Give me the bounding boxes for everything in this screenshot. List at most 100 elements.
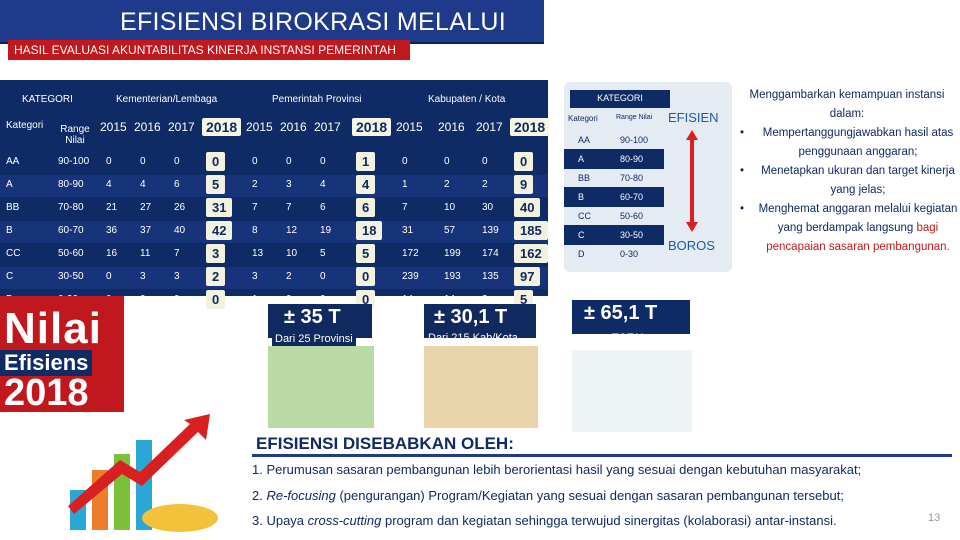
row-value-kab: 7 <box>402 202 408 213</box>
row-value-kab: 14 <box>402 294 414 305</box>
row-value-prov: 0 <box>252 156 258 167</box>
table-row: BB 70-80 21 27 26 31 7 7 6 6 7 10 30 40 <box>0 198 548 220</box>
row-value-prov: 8 <box>252 225 258 236</box>
row-value-kab: 30 <box>482 202 494 213</box>
stat-kabkota: ± 30,1 T <box>424 304 536 338</box>
group-header-kategori: KATEGORI <box>22 94 73 105</box>
row-value-kl: 0 <box>206 290 226 309</box>
row-value-kab: 10 <box>444 202 456 213</box>
kategori-row-range: 90-100 <box>620 135 649 145</box>
row-value-kl: 11 <box>140 248 151 259</box>
kategori-row-code: A <box>578 154 585 164</box>
row-value-prov: 19 <box>320 225 332 236</box>
kategori-row: BB 70-80 <box>564 168 664 188</box>
cause-2-num: 2. <box>252 488 267 503</box>
row-value-prov: 10 <box>286 248 298 259</box>
kategori-row-range: 30-50 <box>620 230 644 240</box>
row-value-kl: 0 <box>206 152 226 171</box>
row-value-kab: 185 <box>514 221 548 240</box>
row-value-kl: 6 <box>174 179 180 190</box>
row-value-prov: 7 <box>252 202 258 213</box>
group-header-kl: Kementerian/Lembaga <box>116 94 218 105</box>
year-label: 2018 <box>4 372 89 414</box>
row-value-prov: 12 <box>286 225 298 236</box>
row-value-kab: 172 <box>402 248 419 259</box>
table-row: CC 50-60 16 11 7 3 13 10 5 5 172 199 174 162 <box>0 244 548 266</box>
kategori-card-title: KATEGORI <box>570 90 670 108</box>
kategori-row-code: D <box>578 249 585 259</box>
row-value-kl: 21 <box>106 202 118 213</box>
row-value-kab: 193 <box>444 271 461 282</box>
row-value-prov: 2 <box>286 271 292 282</box>
kategori-row-code: C <box>578 230 585 240</box>
row-value-kl: 42 <box>206 221 233 240</box>
kategori-row-range: 60-70 <box>620 192 644 202</box>
kategori-row-range: 80-90 <box>620 154 644 164</box>
row-value-kab: 174 <box>482 248 499 259</box>
description-bullet-3-text: Menghemat anggaran melalui kegiatan yang… <box>758 203 958 234</box>
cause-3: 3. Upaya cross-cutting program dan kegia… <box>252 513 837 528</box>
row-value-kl: 0 <box>140 294 146 305</box>
kategori-row-range: 70-80 <box>620 173 644 183</box>
row-kategori: BB <box>6 202 20 213</box>
row-value-prov: 3 <box>252 271 258 282</box>
row-value-prov: 0 <box>320 156 326 167</box>
page-number: 13 <box>928 512 941 524</box>
row-value-prov: 5 <box>356 244 376 263</box>
cause-3-num: 3. Upaya <box>252 513 308 528</box>
row-kategori: C <box>6 271 14 282</box>
row-value-kab: 199 <box>444 248 461 259</box>
page-subtitle: HASIL EVALUASI AKUNTABILITAS KINERJA INS… <box>14 43 396 57</box>
description-bullet-3: Menghemat anggaran melalui kegiatan yang… <box>736 200 958 257</box>
description-bullet-3-red: bagi pencapaian sasaran pembangunan. <box>766 222 950 253</box>
row-value-kl: 4 <box>140 179 146 190</box>
row-range: 70-80 <box>58 202 84 213</box>
stat-kabkota-value: ± 30,1 T <box>434 306 508 328</box>
efficiency-description: Menggambarkan kemampuan instansi dalam: … <box>736 86 958 257</box>
year-header: 2018 <box>352 118 392 136</box>
stat-provinsi-value: ± 35 T <box>284 306 341 328</box>
row-value-prov: 5 <box>320 248 326 259</box>
group-header-prov: Pemerintah Provinsi <box>272 94 362 105</box>
row-value-kab: 3 <box>482 294 488 305</box>
efisien-label: EFISIEN <box>668 110 719 125</box>
row-value-kl: 16 <box>106 248 118 259</box>
row-range: 50-60 <box>58 248 84 259</box>
group-header-kab: Kabupaten / Kota <box>428 94 506 105</box>
row-value-kl: 0 <box>106 271 112 282</box>
row-value-kab: 0 <box>444 156 450 167</box>
kategori-row-code: AA <box>578 135 591 145</box>
row-value-kl: 5 <box>206 175 226 194</box>
row-value-prov: 18 <box>356 221 383 240</box>
row-value-kl: 0 <box>174 156 180 167</box>
row-value-kl: 3 <box>140 271 146 282</box>
description-bullet-2: Menetapkan ukuran dan target kinerja yan… <box>736 162 958 200</box>
cause-3-rest: program dan kegiatan sehingga terwujud s… <box>381 513 837 528</box>
table-row: AA 90-100 0 0 0 0 0 0 0 1 0 0 0 0 <box>0 152 548 174</box>
stat-total-sub: TOTAL <box>612 332 647 344</box>
boros-label: BOROS <box>668 238 715 253</box>
kategori-row-code: B <box>578 192 585 202</box>
stat-total-value: ± 65,1 T <box>584 302 658 324</box>
causes-divider <box>252 454 952 457</box>
cause-2-italic: Re-focusing <box>266 488 336 503</box>
cause-2: 2. Re-focusing (pengurangan) Program/Keg… <box>252 488 844 503</box>
row-value-prov: 2 <box>252 179 258 190</box>
double-arrow-icon <box>686 130 698 232</box>
row-value-prov: 0 <box>286 294 292 305</box>
row-value-prov: 13 <box>252 248 264 259</box>
row-value-prov: 3 <box>286 179 292 190</box>
row-kategori: CC <box>6 248 21 259</box>
row-value-kab: 0 <box>402 156 408 167</box>
village-photo <box>424 346 538 428</box>
row-value-kl: 7 <box>174 248 180 259</box>
table-row: B 60-70 36 37 40 42 8 12 19 18 31 57 139 185 <box>0 221 548 243</box>
kategori-card: KATEGORI Kategori Range Nilai AA 90-100 A 8… <box>564 82 732 272</box>
cause-3-italic: cross-cutting <box>307 513 382 528</box>
row-range: 80-90 <box>58 179 84 190</box>
year-header: 2016 <box>280 120 307 134</box>
row-value-kab: 1 <box>402 179 408 190</box>
kategori-row-code: BB <box>578 173 591 183</box>
year-header: 2017 <box>168 120 195 134</box>
year-header: 2018 <box>510 118 550 136</box>
